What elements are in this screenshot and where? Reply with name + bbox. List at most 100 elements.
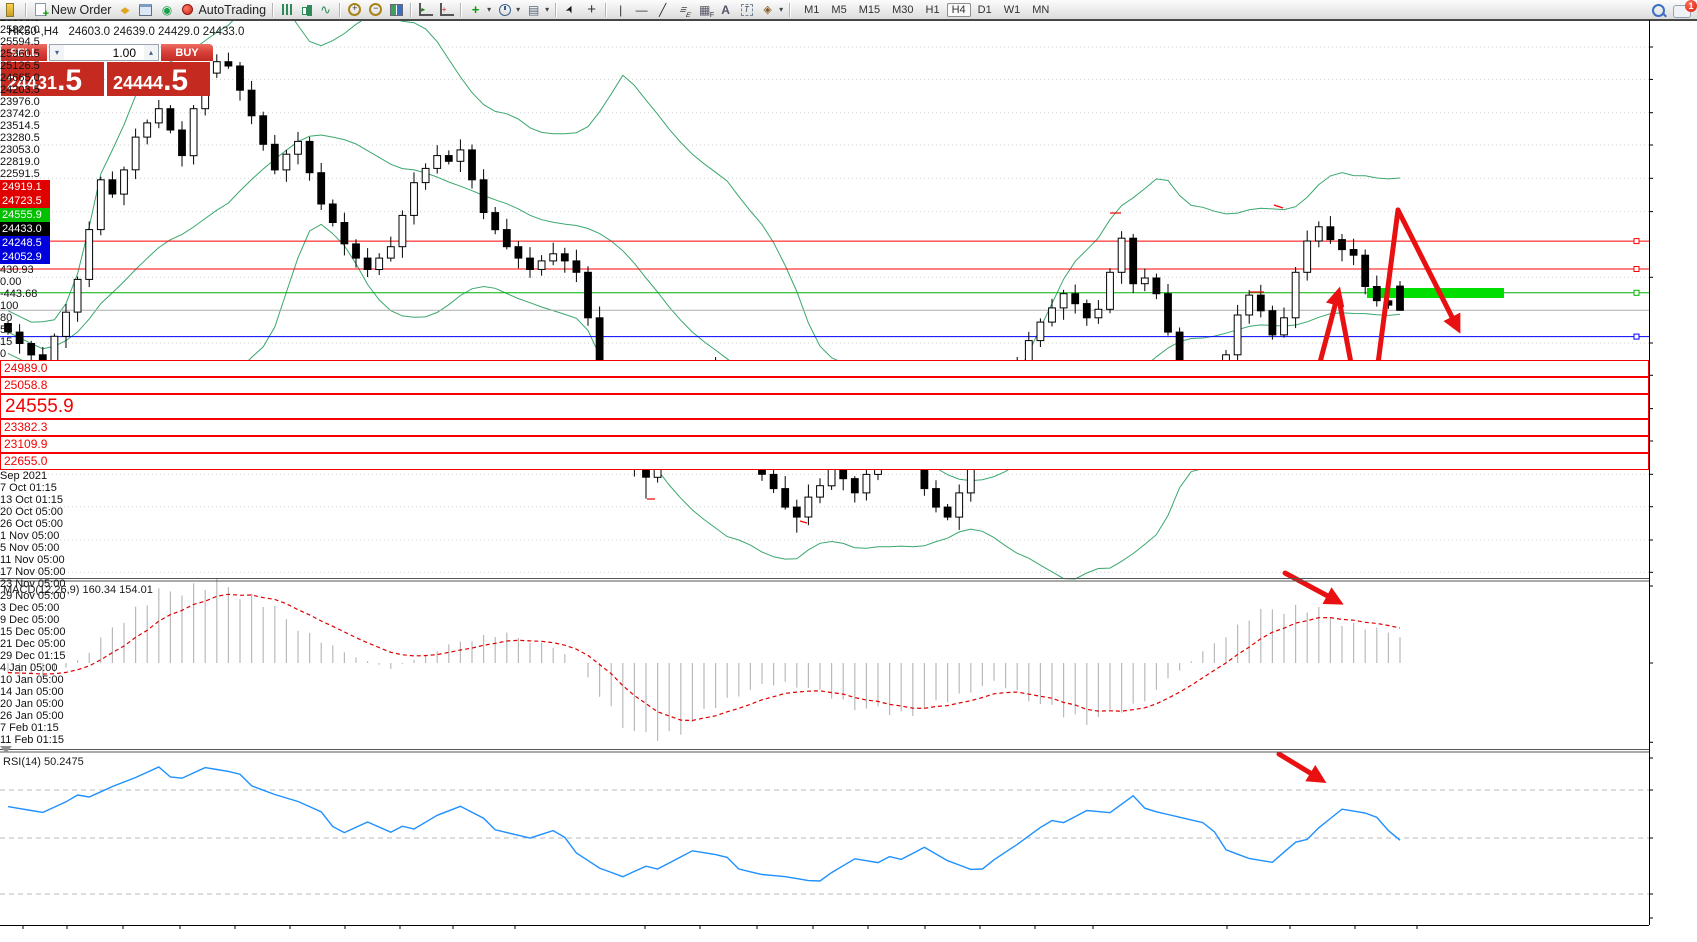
- volume-decrease-button[interactable]: ▾: [50, 45, 64, 60]
- volume-increase-button[interactable]: ▴: [144, 45, 158, 60]
- add-indicator-icon[interactable]: + ▾: [471, 2, 492, 17]
- price-axis-tick: 25822.0: [0, 24, 40, 36]
- timeframe-m1[interactable]: M1: [804, 3, 820, 16]
- time-axis-label: 10 Jan 05:00: [0, 674, 64, 686]
- crosshair-icon[interactable]: +: [587, 1, 596, 18]
- zoom-out-icon[interactable]: −: [365, 1, 386, 19]
- price-annotation-label[interactable]: 24989.0: [0, 360, 1649, 377]
- price-annotation-label[interactable]: 24555.9: [0, 394, 1649, 419]
- price-axis-tick: 25594.5: [0, 36, 40, 48]
- volume-input[interactable]: [64, 45, 144, 60]
- price-line-label: 24248.5: [0, 236, 50, 250]
- price-line-label: 24555.9: [0, 208, 50, 222]
- toolbar-separator: [25, 2, 27, 17]
- price-axis-strip[interactable]: [0, 753, 47, 942]
- notification-badge[interactable]: 1: [1685, 0, 1697, 12]
- price-axis-tick: 24665.0: [0, 72, 40, 84]
- buy-price-quote[interactable]: 24444.5: [107, 62, 210, 96]
- volume-stepper: ▾ ▴: [49, 44, 159, 61]
- rsi-axis-tick: 80: [0, 312, 13, 324]
- timeframe-mn[interactable]: MN: [1032, 3, 1050, 16]
- time-axis-label: 14 Jan 05:00: [0, 686, 64, 698]
- sell-price-big-digit: .5: [57, 64, 83, 97]
- toolbar-separator: [410, 2, 413, 17]
- new-order-button[interactable]: + New Order: [30, 1, 114, 20]
- time-axis-label: 3 Dec 05:00: [0, 602, 60, 614]
- timeframe-h1[interactable]: H1: [925, 3, 940, 16]
- timeframe-m15[interactable]: M15: [858, 3, 881, 16]
- search-icon[interactable]: [1652, 3, 1665, 17]
- price-line-label: 24433.0: [0, 222, 50, 236]
- period-selector-icon[interactable]: ▾: [494, 1, 523, 19]
- timeframe-h4[interactable]: H4: [946, 2, 971, 17]
- timeframe-m30[interactable]: M30: [892, 3, 914, 16]
- signal-icon[interactable]: ◉: [161, 2, 173, 17]
- timeframe-group: M1 M5 M15 M30 H1 H4 D1 W1 MN: [798, 2, 1055, 17]
- rsi-indicator-label: RSI(14) 50.2475: [3, 756, 84, 768]
- one-click-trading-panel: SELL ▾ ▴ BUY 24431.5 24444.5: [1, 44, 213, 96]
- terminal-icon[interactable]: [135, 1, 156, 19]
- time-axis-label: 5 Nov 05:00: [0, 542, 60, 554]
- price-annotation-label[interactable]: 23109.9: [0, 436, 1649, 453]
- fibo-fan-icon[interactable]: ▦ F: [698, 2, 715, 20]
- sell-button[interactable]: SELL: [1, 44, 47, 61]
- timeframe-d1[interactable]: D1: [977, 3, 992, 16]
- notifications-icon[interactable]: 1: [1673, 0, 1697, 18]
- cursor-icon[interactable]: ➤: [563, 3, 578, 16]
- toolbar-buttons: + New Order ◆ ◉ AutoTrading ∿ + − ▸ + + ▾ ▾ ▤ ▾ ➤ + | — ╱ ≡ E…: [1, 0, 794, 20]
- gold-icon[interactable]: ◆: [120, 4, 130, 15]
- price-line-label: 24723.5: [0, 194, 50, 208]
- price-axis-tick: 22591.5: [0, 168, 40, 180]
- time-axis-label: 13 Oct 01:15: [0, 494, 63, 506]
- toolbar-separator: [605, 2, 608, 17]
- price-axis-tick: 23053.0: [0, 144, 40, 156]
- price-annotation-label[interactable]: 22655.0: [0, 453, 1649, 470]
- time-axis-label: Sep 2021: [0, 470, 48, 482]
- symbol-period-label: HK50-,H4: [8, 26, 59, 38]
- price-annotation-label[interactable]: 23382.3: [0, 419, 1649, 436]
- fibonacci-icon[interactable]: ≡ E: [677, 3, 693, 20]
- horizontal-line-icon[interactable]: —: [635, 2, 648, 17]
- toolbar-separator: [339, 2, 342, 17]
- line-chart-icon[interactable]: ∿: [320, 1, 332, 17]
- buy-button[interactable]: BUY: [161, 44, 213, 61]
- chart-shift-marker[interactable]: [0, 746, 12, 753]
- price-axis-tick: 24203.5: [0, 84, 40, 96]
- tile-windows-icon[interactable]: [386, 1, 407, 19]
- timeframe-m5[interactable]: M5: [831, 3, 847, 16]
- macd-indicator-label: MACD(12,26,9) 160.34 154.01: [3, 584, 153, 596]
- toolbar-separator: [789, 2, 792, 17]
- sell-price-quote[interactable]: 24431.5: [1, 62, 104, 96]
- time-axis-label: 17 Nov 05:00: [0, 566, 66, 578]
- toolbar: + New Order ◆ ◉ AutoTrading ∿ + − ▸ + + ▾ ▾ ▤ ▾ ➤ + | — ╱ ≡ E…: [0, 0, 1697, 20]
- indicator-window-icon[interactable]: ▸: [415, 1, 436, 19]
- macd-axis-tick: -443.68: [0, 288, 38, 300]
- time-axis-label: 7 Feb 01:15: [0, 722, 59, 734]
- time-axis-label: 26 Oct 05:00: [0, 518, 63, 530]
- timeframe-w1[interactable]: W1: [1003, 3, 1021, 16]
- autotrading-button[interactable]: AutoTrading: [177, 1, 269, 19]
- price-axis-tick: 25360.5: [0, 48, 40, 60]
- time-axis-label: 20 Jan 05:00: [0, 698, 64, 710]
- text-label-icon[interactable]: T: [736, 1, 757, 19]
- text-icon[interactable]: A: [721, 2, 730, 17]
- zoom-in-icon[interactable]: +: [344, 1, 365, 19]
- shapes-icon[interactable]: ◈ ▾: [763, 4, 784, 16]
- price-annotation-label[interactable]: 25058.8: [0, 377, 1649, 394]
- sell-price-main: 24431: [7, 73, 58, 93]
- toolbar-separator: [555, 2, 558, 17]
- template-icon[interactable]: ▤ ▾: [527, 2, 550, 17]
- toolbar-separator: [460, 2, 463, 17]
- indicator-window-add-icon[interactable]: +: [436, 1, 457, 19]
- time-axis-label: 26 Jan 05:00: [0, 710, 64, 722]
- buy-price-main: 24444: [113, 73, 164, 93]
- price-axis-tick: 23976.0: [0, 96, 40, 108]
- left-edge-icon[interactable]: [1, 1, 22, 19]
- vertical-line-icon[interactable]: |: [619, 2, 623, 17]
- candlestick-chart-icon[interactable]: [298, 1, 315, 19]
- price-axis-tick: 22819.0: [0, 156, 40, 168]
- trendline-icon[interactable]: ╱: [659, 2, 667, 17]
- bar-chart-icon[interactable]: [277, 1, 298, 19]
